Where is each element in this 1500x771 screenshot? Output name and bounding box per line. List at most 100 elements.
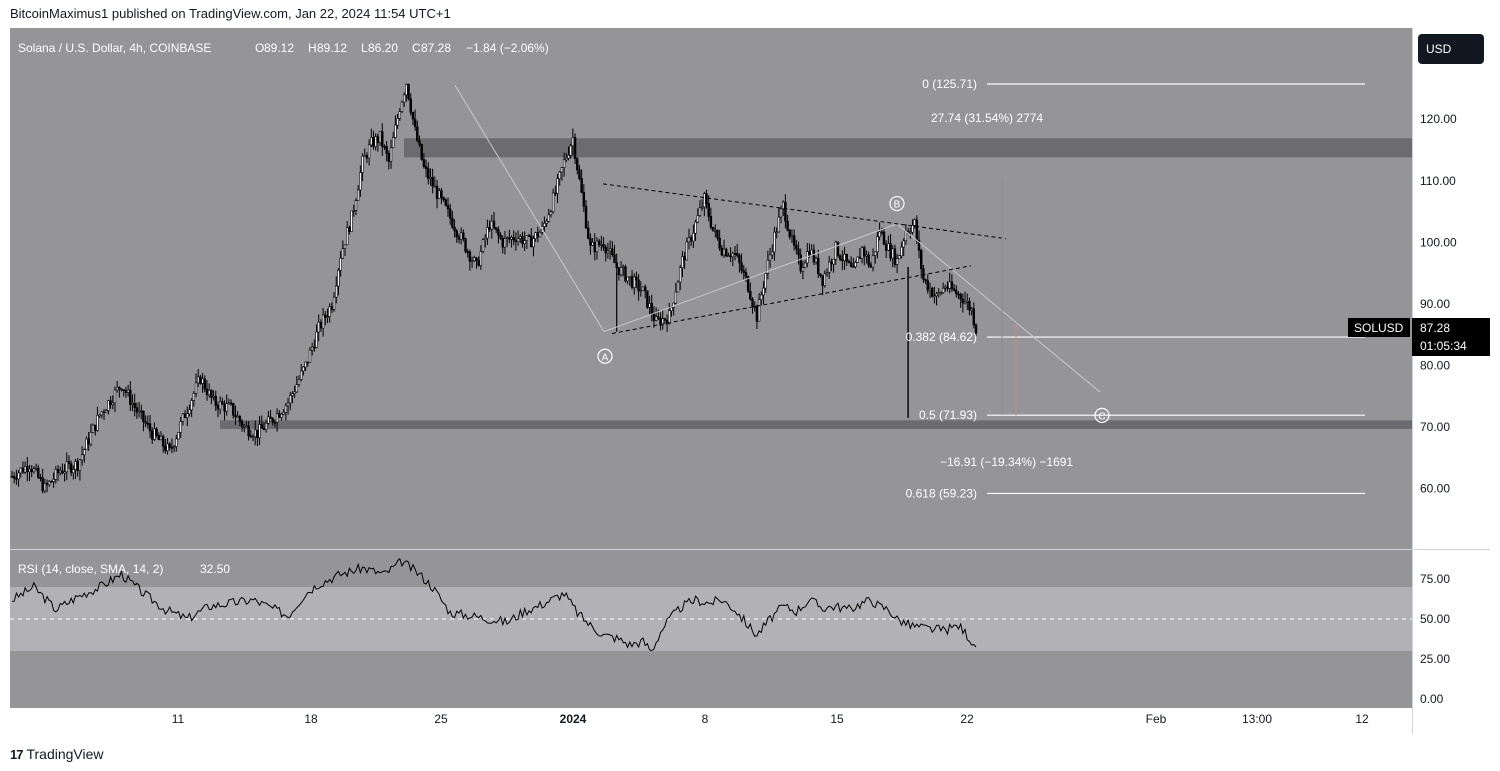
candle-body: [207, 390, 211, 396]
candle-body: [928, 287, 932, 291]
candle-body: [497, 229, 500, 236]
candle-body: [308, 349, 312, 363]
candle-body: [551, 192, 555, 213]
candle-body: [950, 281, 954, 290]
symbol-tag-text: SOLUSD: [1354, 321, 1404, 335]
candle-body: [63, 471, 66, 474]
candle-body: [234, 414, 237, 418]
candle-body: [966, 300, 969, 303]
candle-body: [773, 231, 776, 253]
candle-body: [972, 308, 976, 326]
candle-body: [269, 416, 272, 419]
candle-body: [880, 231, 883, 234]
candle-body: [735, 253, 739, 256]
candle-body: [613, 254, 616, 264]
y-tick-label: 90.00: [1420, 297, 1450, 311]
candle-body: [328, 306, 331, 317]
candle-body: [359, 172, 362, 191]
wave-label: C: [1098, 411, 1105, 422]
candle-body: [94, 424, 97, 431]
candle-body: [746, 276, 750, 292]
candle-body: [687, 237, 691, 243]
triangle-lower-line: [611, 265, 972, 334]
candle-body: [131, 402, 134, 405]
candle-body: [810, 249, 813, 256]
candle-body: [547, 214, 550, 222]
candle-body: [188, 409, 191, 414]
candle-body: [819, 273, 822, 276]
candle-body: [521, 236, 524, 244]
candle-body: [424, 166, 428, 169]
candle-body: [313, 346, 316, 349]
candle-body: [703, 193, 706, 208]
candle-body: [624, 266, 627, 282]
candle-body: [580, 178, 583, 193]
candle-body: [709, 216, 713, 228]
candle-body: [538, 231, 542, 238]
candle-body: [505, 237, 509, 239]
candle-body: [582, 192, 586, 207]
candle-body: [453, 226, 456, 232]
candle-body: [858, 256, 862, 259]
candle-body: [427, 168, 430, 179]
footer-brand[interactable]: 17 TradingView: [10, 746, 104, 762]
candle-body: [218, 401, 222, 410]
candle-body: [939, 292, 943, 295]
candle-body: [654, 316, 658, 321]
candle-body: [372, 137, 375, 147]
candle-body: [203, 378, 206, 390]
candle-body: [657, 316, 660, 319]
candle-body: [602, 244, 605, 248]
candle-body: [786, 220, 789, 231]
candle-body: [278, 413, 281, 418]
candle-body: [895, 258, 899, 265]
candle-body: [405, 84, 408, 96]
candle-body: [32, 468, 36, 473]
x-tick-label: 25: [434, 712, 448, 726]
candle-body: [930, 287, 934, 297]
candle-body: [435, 185, 439, 199]
candle-body: [15, 477, 18, 480]
candle-body: [567, 155, 570, 159]
candle-body: [700, 206, 704, 209]
candle-body: [177, 432, 180, 440]
candle-body: [681, 256, 684, 268]
candle-body: [91, 424, 95, 433]
candle-body: [83, 449, 86, 456]
candle-body: [170, 446, 174, 449]
candle-body: [828, 261, 831, 273]
candle-body: [915, 219, 919, 241]
candle-body: [65, 461, 68, 473]
candle-body: [674, 291, 678, 304]
symbol-tag: [1348, 318, 1410, 337]
candle-body: [795, 244, 798, 250]
candle-body: [378, 131, 382, 143]
candle-body: [860, 247, 864, 259]
candle-body: [168, 443, 171, 448]
candle-body: [256, 429, 259, 439]
candle-body: [348, 227, 351, 232]
candle-body: [946, 286, 949, 289]
candle-body: [689, 237, 693, 242]
candle-body: [711, 226, 715, 231]
resistance-zone: [404, 138, 1412, 158]
candle-body: [409, 98, 412, 113]
candle-body: [887, 243, 890, 251]
candle-body: [530, 235, 533, 248]
candle-body: [387, 153, 391, 162]
candle-body: [722, 248, 726, 256]
rsi-tick-label: 0.00: [1420, 692, 1444, 706]
candle-body: [825, 272, 829, 275]
candle-body: [731, 253, 735, 258]
candle-body: [341, 248, 345, 259]
candle-body: [238, 416, 242, 422]
candle-body: [692, 232, 695, 242]
price-axis: 60.00 70.00 80.00 90.00 100.00 110.00 120.00 75…: [1420, 112, 1457, 706]
candle-body: [766, 259, 770, 274]
candle-body: [352, 210, 355, 212]
currency-button[interactable]: [1418, 34, 1484, 64]
candle-body: [867, 254, 870, 266]
candle-body: [865, 254, 868, 257]
wave-marker: [889, 195, 905, 212]
